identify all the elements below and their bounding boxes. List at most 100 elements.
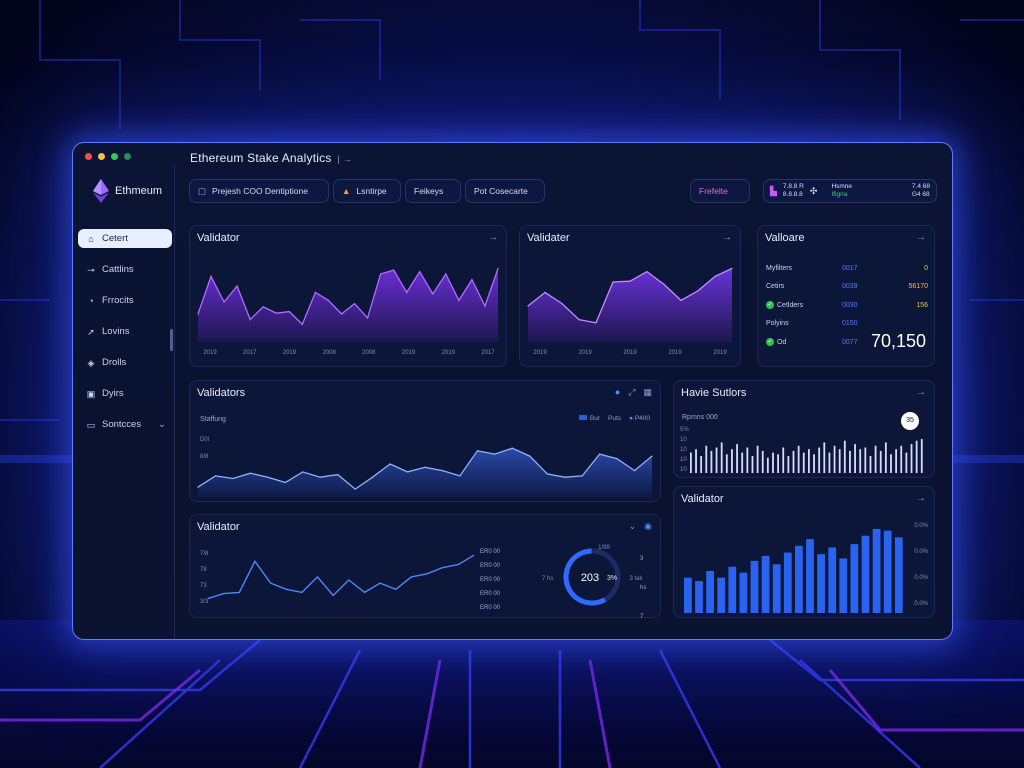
y-tick-label: 10 [680,467,687,473]
brand-name: Ethmeum [115,185,163,197]
bar [806,539,814,613]
bar [883,530,892,613]
gauge-tick: 3 hs [640,556,647,591]
data-point [424,466,426,468]
stat-label: ✓ Cetlders [766,301,842,310]
x-tick-label: 2008 [362,350,376,356]
bar [910,444,913,473]
data-point [210,275,212,277]
sidebar-item-lovins[interactable]: ➚ Lovins [78,322,172,341]
value-badge[interactable]: 35 [901,412,919,430]
extra-dot[interactable] [124,153,131,160]
filter-pill-pot[interactable]: Pot Cosecarte [465,179,545,203]
minimize-dot[interactable] [98,153,105,160]
stat-row[interactable]: ✓ Cetlders 0030 156 [766,296,928,315]
panel-title: Valloare [765,232,805,244]
dropdown-icon[interactable]: ⌄ [628,521,637,531]
data-point [380,273,382,275]
sidebar-item-cetert[interactable]: ⌂ Cetert [78,229,172,248]
arrow-right-icon[interactable]: → [916,232,926,243]
legend-item: Bur [578,415,600,422]
arrow-right-icon[interactable]: → [916,493,926,504]
y-tick-label: 7/8 [200,551,209,557]
filter-pill-prejesh[interactable]: ▢ Prejesh COO Dentiptione [189,179,329,203]
data-point [366,317,369,319]
data-point [544,291,546,293]
bar [700,456,703,473]
stat-label-text: Polyins [766,320,789,328]
bar [828,452,831,473]
sidebar-item-cattlins[interactable]: ⊸ Cattlins [78,260,172,279]
grid-icon[interactable]: ▦ [643,387,652,397]
y-tick-label: 10 [680,447,687,453]
pill-label: Lsntirpe [356,186,387,196]
bar-chart: 0.0% 0.0% 0.0% 0.0% [684,523,929,613]
big-stat-value: 70,150 [870,331,926,351]
toolbar: ▢ Prejesh COO Dentiptione ▲ Lsntirpe Fei… [189,179,949,205]
data-point [353,303,356,305]
stat-extra: 156 [916,301,928,309]
bar [839,558,848,613]
line-chart: 7/8 78 73 3/3 [200,551,475,605]
window-title-text: Ethereum Stake Analytics [190,151,332,165]
stat-value: 0077 [842,338,858,346]
filter-pill-lsntirpe[interactable]: ▲ Lsntirpe [333,179,401,203]
home-icon: ⌂ [88,233,94,244]
sidebar-scrollbar[interactable] [170,329,173,351]
bar [895,449,898,473]
stat-label: Cetirs [766,283,842,290]
sidebar: Ethmeum ⌂ Cetert ⊸ Cattlins ◔ Frrocits ➚ Lov… [73,165,175,639]
sidebar-item-dyirs[interactable]: ▣ Dyirs [78,384,172,403]
panel-title: Validators [197,387,246,399]
data-point [284,481,286,484]
data-point [389,463,391,465]
panel-title: Havie Sutlors [681,387,747,399]
bar [739,572,748,613]
x-tick-label: 2017 [481,350,495,356]
data-point [663,283,665,285]
status-button[interactable]: Frefelte [690,179,750,203]
gauge-tick: 3 tak [629,576,643,582]
stat-row[interactable]: Myfilters 0017 0 [766,259,928,278]
account-widget[interactable]: ▙ 7.8.8 R 8.8.8.8 ✣ Hsmne Ifigna 7.4 68 … [763,179,937,203]
panel-stats: Valloare → Myfilters 0017 0 Cetirs 0039 56170… [757,225,935,367]
account-line2: 8.8.8.8 [782,191,803,198]
data-point [249,472,251,474]
refresh-icon[interactable]: ◉ [644,521,652,531]
arrow-right-icon[interactable]: → [722,232,732,243]
info-icon[interactable]: ● [614,387,621,397]
gauge-fill [563,548,621,606]
bar [695,581,703,613]
close-dot[interactable] [85,153,92,160]
area-fill [198,448,652,497]
y-tick-label: 73 [200,583,207,589]
y-tick-label: 10 [680,437,687,443]
sidebar-item-sontcces[interactable]: ▭ Sontcces ⌄ [78,415,172,434]
stats-list: Myfilters 0017 0 Cetirs 0039 56170 ✓ Cetlders 00… [766,259,928,352]
stat-row[interactable]: Cetirs 0039 56170 [766,278,928,297]
data-point [629,280,631,282]
bar-chart: 5% 10 10 10 10 [680,427,923,473]
maximize-dot[interactable] [111,153,118,160]
line-area-chart: D0l 8/8 [197,437,653,497]
expand-icon[interactable]: ⤢ [628,387,636,397]
bar [777,454,780,473]
bar [905,452,908,473]
stat-row[interactable]: ✓ Od 0077 [766,333,928,352]
arrow-right-icon[interactable]: → [916,387,926,398]
arrow-right-icon[interactable]: → [488,232,498,243]
sidebar-item-drolls[interactable]: ◈ Drolls [78,353,172,372]
gauge-top-label: 1/99 [598,545,610,551]
brand[interactable]: Ethmeum [93,179,162,203]
flame-icon: ▲ [342,186,351,196]
panel-title: Validator [197,232,240,244]
legend-label: Puts [608,415,622,422]
y-tick-label: 8/8 [200,454,209,460]
data-point [578,319,580,321]
filter-pill-feikeys[interactable]: Feikeys [405,179,461,203]
bar [872,529,881,613]
stat-row[interactable]: Polyins 0150 [766,315,928,334]
sidebar-item-frrocits[interactable]: ◔ Frrocits [78,291,172,310]
bar [920,439,923,473]
bar [795,545,803,613]
